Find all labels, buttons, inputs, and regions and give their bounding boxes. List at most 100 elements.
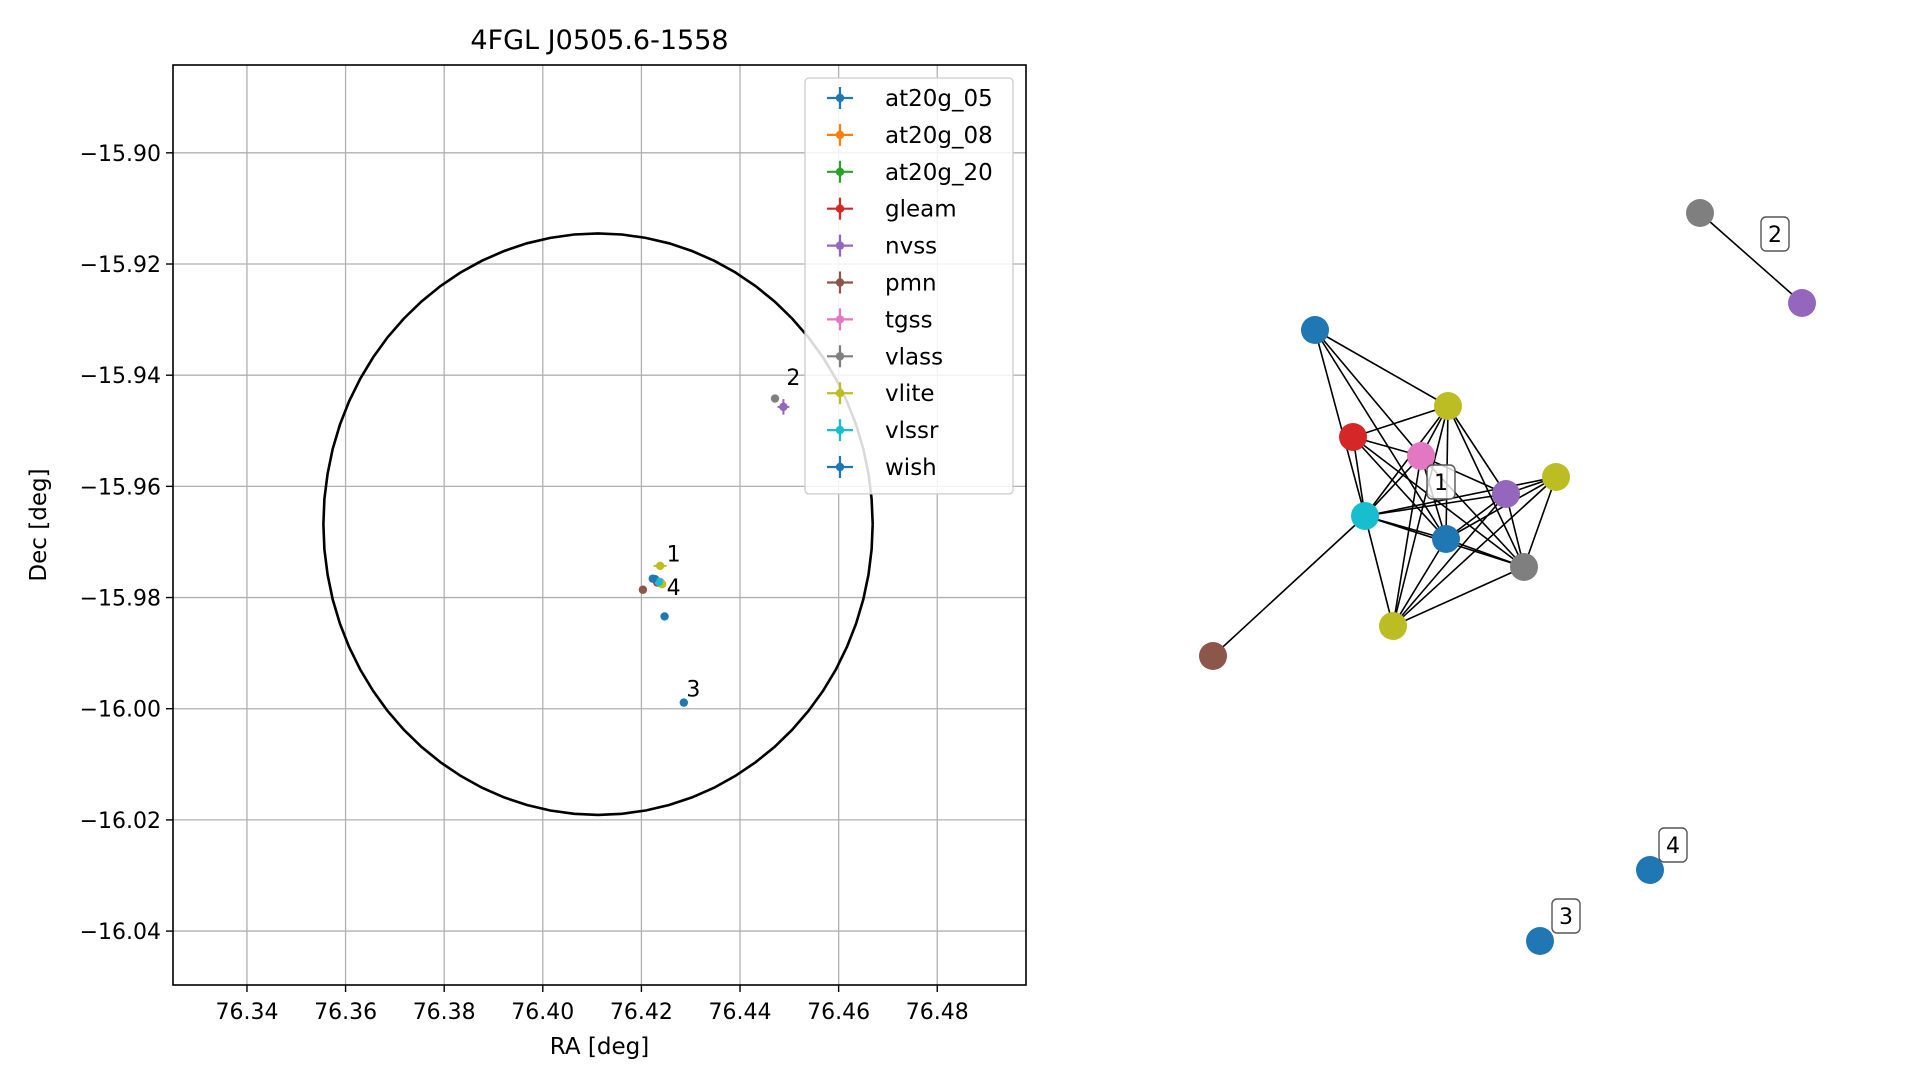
network-nodes bbox=[1199, 199, 1816, 955]
network-node bbox=[1492, 480, 1520, 508]
network-label-box bbox=[1426, 464, 1456, 500]
point-annotation-1: 1 bbox=[667, 542, 681, 567]
legend-entry-at20g_20: at20g_20 bbox=[827, 160, 993, 186]
legend-marker-dot bbox=[835, 352, 845, 361]
network-edge bbox=[1420, 455, 1507, 495]
data-point-wish bbox=[679, 698, 689, 707]
network-edge bbox=[1523, 476, 1557, 568]
data-point-wish bbox=[660, 612, 669, 621]
network-panel: 1 2 3 4 bbox=[1199, 199, 1816, 955]
network-edge bbox=[1352, 436, 1447, 540]
legend-entry-wish: wish bbox=[827, 455, 937, 481]
network-edge bbox=[1314, 329, 1449, 407]
y-axis-label: Dec [deg] bbox=[26, 468, 52, 581]
axes-frame bbox=[172, 64, 1027, 986]
legend-marker-dot bbox=[835, 462, 845, 472]
x-tick-label: 76.36 bbox=[314, 1000, 377, 1025]
network-edge bbox=[1392, 405, 1449, 627]
legend-label-at20g_08: at20g_08 bbox=[885, 123, 993, 149]
network-node bbox=[1301, 316, 1329, 344]
legend-label-gleam: gleam bbox=[885, 197, 957, 223]
legend-label-pmn: pmn bbox=[885, 271, 937, 297]
data-point-vlite bbox=[655, 561, 665, 571]
network-labels: 1 2 3 4 bbox=[1426, 216, 1790, 934]
legend-marker-dot bbox=[835, 315, 845, 324]
data-points bbox=[638, 394, 790, 707]
network-edge bbox=[1447, 405, 1507, 495]
network-label-text: 1 bbox=[1434, 471, 1448, 496]
y-tick-label: −16.00 bbox=[80, 698, 161, 723]
y-tick-label: −15.90 bbox=[80, 142, 161, 167]
network-edge bbox=[1447, 405, 1525, 568]
point-annotation-3: 3 bbox=[686, 677, 700, 702]
legend-label-at20g_05: at20g_05 bbox=[885, 86, 993, 112]
data-point-pmn bbox=[638, 585, 648, 594]
network-label-box bbox=[1658, 827, 1688, 863]
network-node bbox=[1407, 442, 1435, 470]
network-edge bbox=[1212, 515, 1366, 657]
network-edge bbox=[1445, 476, 1557, 540]
data-point-nvss bbox=[779, 402, 788, 412]
legend-marker-dot bbox=[835, 130, 845, 140]
legend-entry-gleam: gleam bbox=[827, 197, 957, 223]
legend-marker-dot bbox=[835, 389, 845, 398]
y-tick-label: −15.94 bbox=[80, 364, 161, 389]
legend-label-at20g_20: at20g_20 bbox=[885, 160, 993, 186]
network-label-text: 3 bbox=[1559, 905, 1573, 930]
legend-entry-vlssr: vlssr bbox=[827, 418, 939, 444]
x-tick-label: 76.48 bbox=[906, 1000, 969, 1025]
legend-label-wish: wish bbox=[885, 455, 937, 481]
legend-label-vlite: vlite bbox=[885, 381, 935, 407]
network-label-4: 4 bbox=[1658, 827, 1688, 863]
network-edge bbox=[1699, 212, 1803, 304]
network-node bbox=[1686, 199, 1714, 227]
legend-label-nvss: nvss bbox=[885, 234, 937, 260]
network-label-box bbox=[1760, 216, 1790, 252]
network-node bbox=[1351, 502, 1379, 530]
localization-ellipse bbox=[322, 232, 874, 817]
network-edge bbox=[1352, 405, 1449, 438]
network-node bbox=[1526, 927, 1554, 955]
y-tick-label: −15.92 bbox=[80, 253, 161, 278]
network-edges bbox=[1212, 212, 1803, 657]
network-node bbox=[1788, 289, 1816, 317]
legend-marker-dot bbox=[835, 425, 845, 435]
network-label-box bbox=[1551, 898, 1581, 934]
legend-marker-dot bbox=[835, 167, 845, 176]
data-point-wish bbox=[648, 574, 657, 583]
legend-entry-vlass: vlass bbox=[827, 344, 943, 370]
legend-entry-nvss: nvss bbox=[827, 234, 937, 260]
legend-label-vlass: vlass bbox=[885, 344, 943, 370]
point-annotation-2: 2 bbox=[786, 366, 800, 391]
network-node bbox=[1434, 392, 1462, 420]
legend-entry-vlite: vlite bbox=[827, 381, 935, 407]
legend-marker-dot bbox=[835, 93, 845, 103]
legend-entry-pmn: pmn bbox=[827, 271, 937, 297]
network-node bbox=[1199, 642, 1227, 670]
network-edge bbox=[1392, 538, 1447, 627]
network-edge bbox=[1314, 329, 1366, 517]
x-tick-label: 76.46 bbox=[807, 1000, 870, 1025]
network-edge bbox=[1314, 329, 1422, 457]
network-node bbox=[1542, 463, 1570, 491]
y-tick-label: −15.98 bbox=[80, 587, 161, 612]
network-edge bbox=[1364, 493, 1507, 517]
legend-label-tgss: tgss bbox=[885, 307, 933, 333]
network-edge bbox=[1364, 405, 1449, 517]
network-node bbox=[1510, 553, 1538, 581]
y-tick-label: −16.04 bbox=[80, 920, 161, 945]
network-label-3: 3 bbox=[1551, 898, 1581, 934]
legend-marker-dot bbox=[835, 204, 845, 213]
data-point-vlass bbox=[770, 394, 780, 403]
network-node bbox=[1636, 856, 1664, 884]
network-node bbox=[1432, 525, 1460, 553]
legend-box bbox=[804, 77, 1014, 495]
x-tick-label: 76.44 bbox=[709, 1000, 772, 1025]
network-label-text: 2 bbox=[1768, 223, 1782, 248]
ticks: 76.34 76.36 76.38 76.40 76.42 76.44 76.46 76.48… bbox=[80, 142, 969, 1025]
x-tick-label: 76.38 bbox=[413, 1000, 476, 1025]
